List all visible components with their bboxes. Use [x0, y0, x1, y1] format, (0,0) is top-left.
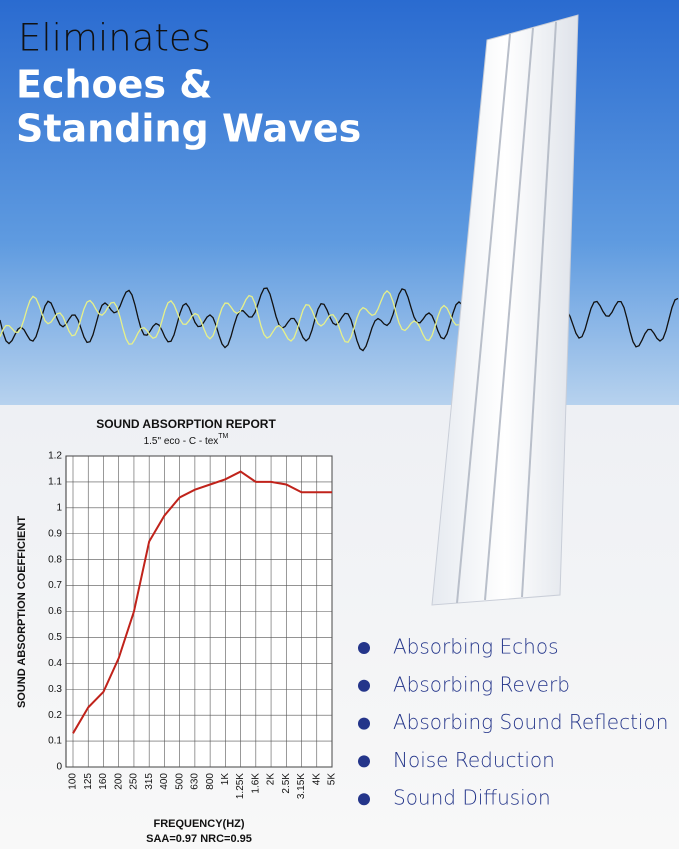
x-tick-label: 125 — [83, 773, 94, 790]
x-tick-label: 160 — [98, 773, 109, 790]
subtitle-superscript: TM — [218, 433, 228, 440]
y-tick-label: 0.5 — [48, 632, 62, 643]
x-tick-label: 1.25K — [235, 773, 246, 799]
x-tick-label: 630 — [190, 773, 201, 790]
y-tick-label: 1.1 — [48, 477, 62, 488]
chart-subtitle: 1.5" eco - C - texTM — [144, 433, 229, 447]
data-line — [72, 470, 332, 734]
x-tick-label: 4K — [311, 773, 322, 786]
x-tick-label: 315 — [144, 773, 155, 790]
y-axis-label: SOUND ABSORPTION COEFFICIENT — [16, 516, 28, 708]
y-tick-label: 0.4 — [48, 658, 62, 669]
x-tick-label: 800 — [205, 773, 216, 790]
x-tick-label: 5K — [327, 773, 338, 786]
x-tick-label: 250 — [129, 773, 140, 790]
x-tick-label: 2K — [266, 773, 277, 786]
bullet — [358, 793, 370, 806]
bullet — [358, 679, 370, 692]
x-tick-label: 200 — [113, 773, 124, 790]
x-tick-label: 3.15K — [296, 773, 307, 799]
x-axis-label: FREQUENCY(HZ) — [153, 818, 244, 830]
bullet — [358, 642, 370, 654]
bullet — [358, 717, 370, 730]
feature-text: Absorbing Echos — [393, 635, 559, 659]
feature-list: Absorbing Echos Absorbing Reverb Absorbing… — [358, 635, 668, 810]
feature-text: Sound Diffusion — [393, 786, 551, 810]
y-tick-label: 0.9 — [48, 528, 62, 539]
x-tick-label: 1.6K — [250, 773, 261, 794]
y-tick-label: 0 — [56, 762, 62, 773]
y-tick-label: 0.2 — [48, 710, 62, 721]
x-tick-label: 100 — [68, 773, 79, 790]
y-tick-label: 0.3 — [48, 684, 62, 695]
subtitle-text: 1.5" eco - C - tex — [144, 436, 219, 447]
y-tick-label: 1 — [56, 502, 62, 513]
chart: SOUND ABSORPTION REPORT 1.5" eco - C - t… — [16, 417, 338, 845]
y-tick-label: 0.7 — [48, 580, 62, 591]
feature-text: Noise Reduction — [393, 748, 555, 772]
headline: Echoes & — [16, 63, 212, 107]
bullet — [358, 755, 370, 768]
x-tick-label: 400 — [159, 773, 170, 790]
wave — [0, 289, 499, 347]
feature-text: Absorbing Reverb — [393, 672, 570, 696]
chart-footer: SAA=0.97 NRC=0.95 — [146, 833, 252, 845]
feature-text: Absorbing Sound Reflection — [393, 710, 668, 734]
y-tick-label: 1.2 — [48, 451, 62, 462]
y-tick-label: 0.1 — [48, 736, 62, 747]
x-tick-label: 2.5K — [281, 773, 292, 794]
headline: Eliminates — [18, 17, 211, 60]
y-tick-label: 0.6 — [48, 606, 62, 617]
x-tick-label: 500 — [174, 773, 185, 790]
x-tick-label: 1K — [220, 773, 231, 786]
y-tick-label: 0.8 — [48, 554, 62, 565]
headline: Standing Waves — [16, 107, 361, 151]
foam-panel — [431, 14, 579, 606]
chart-title: SOUND ABSORPTION REPORT — [96, 417, 276, 431]
sky — [0, 0, 679, 405]
